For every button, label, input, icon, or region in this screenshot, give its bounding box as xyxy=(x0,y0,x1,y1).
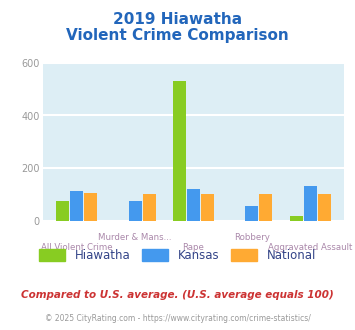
Text: Violent Crime Comparison: Violent Crime Comparison xyxy=(66,28,289,43)
Bar xyxy=(129,201,142,221)
Text: Rape: Rape xyxy=(182,243,204,251)
Bar xyxy=(201,194,214,221)
Bar xyxy=(143,194,155,221)
Bar xyxy=(318,194,331,221)
Text: All Violent Crime: All Violent Crime xyxy=(41,243,113,251)
Bar xyxy=(84,193,97,221)
Bar xyxy=(70,191,83,221)
Text: Robbery: Robbery xyxy=(234,233,270,242)
Text: Aggravated Assault: Aggravated Assault xyxy=(268,243,353,251)
Text: Murder & Mans...: Murder & Mans... xyxy=(98,233,172,242)
Bar xyxy=(173,81,186,221)
Text: 2019 Hiawatha: 2019 Hiawatha xyxy=(113,12,242,26)
Bar xyxy=(56,201,69,221)
Bar xyxy=(260,194,272,221)
Bar xyxy=(290,216,302,221)
Text: © 2025 CityRating.com - https://www.cityrating.com/crime-statistics/: © 2025 CityRating.com - https://www.city… xyxy=(45,314,310,323)
Bar xyxy=(304,186,317,221)
Bar xyxy=(187,189,200,221)
Legend: Hiawatha, Kansas, National: Hiawatha, Kansas, National xyxy=(34,244,321,266)
Bar xyxy=(245,206,258,221)
Text: Compared to U.S. average. (U.S. average equals 100): Compared to U.S. average. (U.S. average … xyxy=(21,290,334,300)
